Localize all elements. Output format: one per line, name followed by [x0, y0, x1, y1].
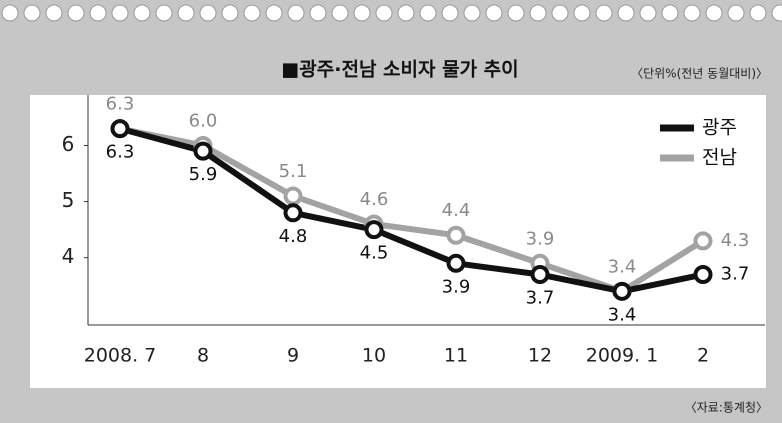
decor-dot: [90, 5, 106, 21]
value-label: 5.1: [279, 161, 308, 182]
decor-dot: [750, 5, 766, 21]
decor-dot: [464, 5, 480, 21]
x-tick-label: 2009. 1: [586, 345, 659, 367]
decor-dot: [178, 5, 194, 21]
y-tick-label: 4: [62, 244, 75, 268]
decor-dot: [486, 5, 502, 21]
value-label: 5.9: [189, 164, 218, 185]
x-tick-label: 12: [528, 345, 552, 367]
marker: [196, 144, 211, 159]
value-label: 4.6: [360, 189, 389, 210]
decor-dot: [640, 5, 656, 21]
decor-dot: [332, 5, 348, 21]
chart: ■광주·전남 소비자 물가 추이 〈단위%(전년 동월대비)〉 〈자료:통계청〉…: [0, 0, 782, 423]
y-tick-label: 5: [62, 188, 75, 212]
decor-dot: [2, 5, 18, 21]
value-label: 3.9: [526, 228, 555, 249]
x-tick-label: 2008. 7: [84, 345, 157, 367]
marker: [113, 121, 128, 136]
chart-title: ■광주·전남 소비자 물가 추이: [281, 59, 518, 81]
decor-dot: [68, 5, 84, 21]
chart-subtitle: 〈단위%(전년 동월대비)〉: [631, 67, 768, 81]
marker: [286, 205, 301, 220]
decor-dot: [398, 5, 414, 21]
y-tick-label: 6: [62, 132, 75, 156]
decor-dot: [222, 5, 238, 21]
decor-dot: [266, 5, 282, 21]
decor-dot: [596, 5, 612, 21]
decor-dot: [420, 5, 436, 21]
x-tick-label: 2: [697, 345, 709, 367]
value-label: 3.7: [721, 264, 750, 285]
x-tick-label: 8: [197, 345, 209, 367]
value-label: 6.3: [106, 142, 135, 163]
decor-dot: [112, 5, 128, 21]
value-label: 3.4: [608, 304, 637, 325]
marker: [286, 188, 301, 203]
decor-dot: [442, 5, 458, 21]
decor-dot: [684, 5, 700, 21]
decor-dot: [134, 5, 150, 21]
page: ■광주·전남 소비자 물가 추이 〈단위%(전년 동월대비)〉 〈자료:통계청〉…: [0, 0, 782, 423]
decor-dot: [24, 5, 40, 21]
x-tick-label: 10: [362, 345, 386, 367]
x-tick-label: 11: [444, 345, 468, 367]
value-label: 6.0: [189, 110, 218, 131]
value-label: 3.7: [526, 288, 555, 309]
decor-dot: [618, 5, 634, 21]
value-label: 4.3: [721, 230, 750, 251]
decor-dot: [552, 5, 568, 21]
decor-dot: [310, 5, 326, 21]
decor-dot: [706, 5, 722, 21]
decor-dot: [354, 5, 370, 21]
value-label: 4.8: [279, 226, 308, 247]
decor-dot: [156, 5, 172, 21]
source: 〈자료:통계청〉: [685, 401, 768, 415]
decor-dot: [728, 5, 744, 21]
legend-label: 전남: [702, 147, 737, 169]
value-label: 6.3: [106, 94, 135, 115]
value-label: 4.4: [442, 200, 471, 221]
marker: [367, 222, 382, 237]
decor-dot: [508, 5, 524, 21]
marker: [449, 256, 464, 271]
marker: [696, 267, 711, 282]
decor-dot: [244, 5, 260, 21]
x-tick-label: 9: [287, 345, 299, 367]
legend-label: 광주: [702, 117, 737, 139]
decor-dot: [662, 5, 678, 21]
decor-dot: [376, 5, 392, 21]
value-label: 3.4: [608, 256, 637, 277]
decor-dot: [200, 5, 216, 21]
marker: [615, 284, 630, 299]
decor-dot: [46, 5, 62, 21]
value-label: 3.9: [442, 276, 471, 297]
decor-dot: [288, 5, 304, 21]
marker: [696, 233, 711, 248]
decor-dot: [574, 5, 590, 21]
value-label: 4.5: [360, 243, 389, 264]
marker: [449, 228, 464, 243]
decor-dot: [530, 5, 546, 21]
marker: [533, 267, 548, 282]
